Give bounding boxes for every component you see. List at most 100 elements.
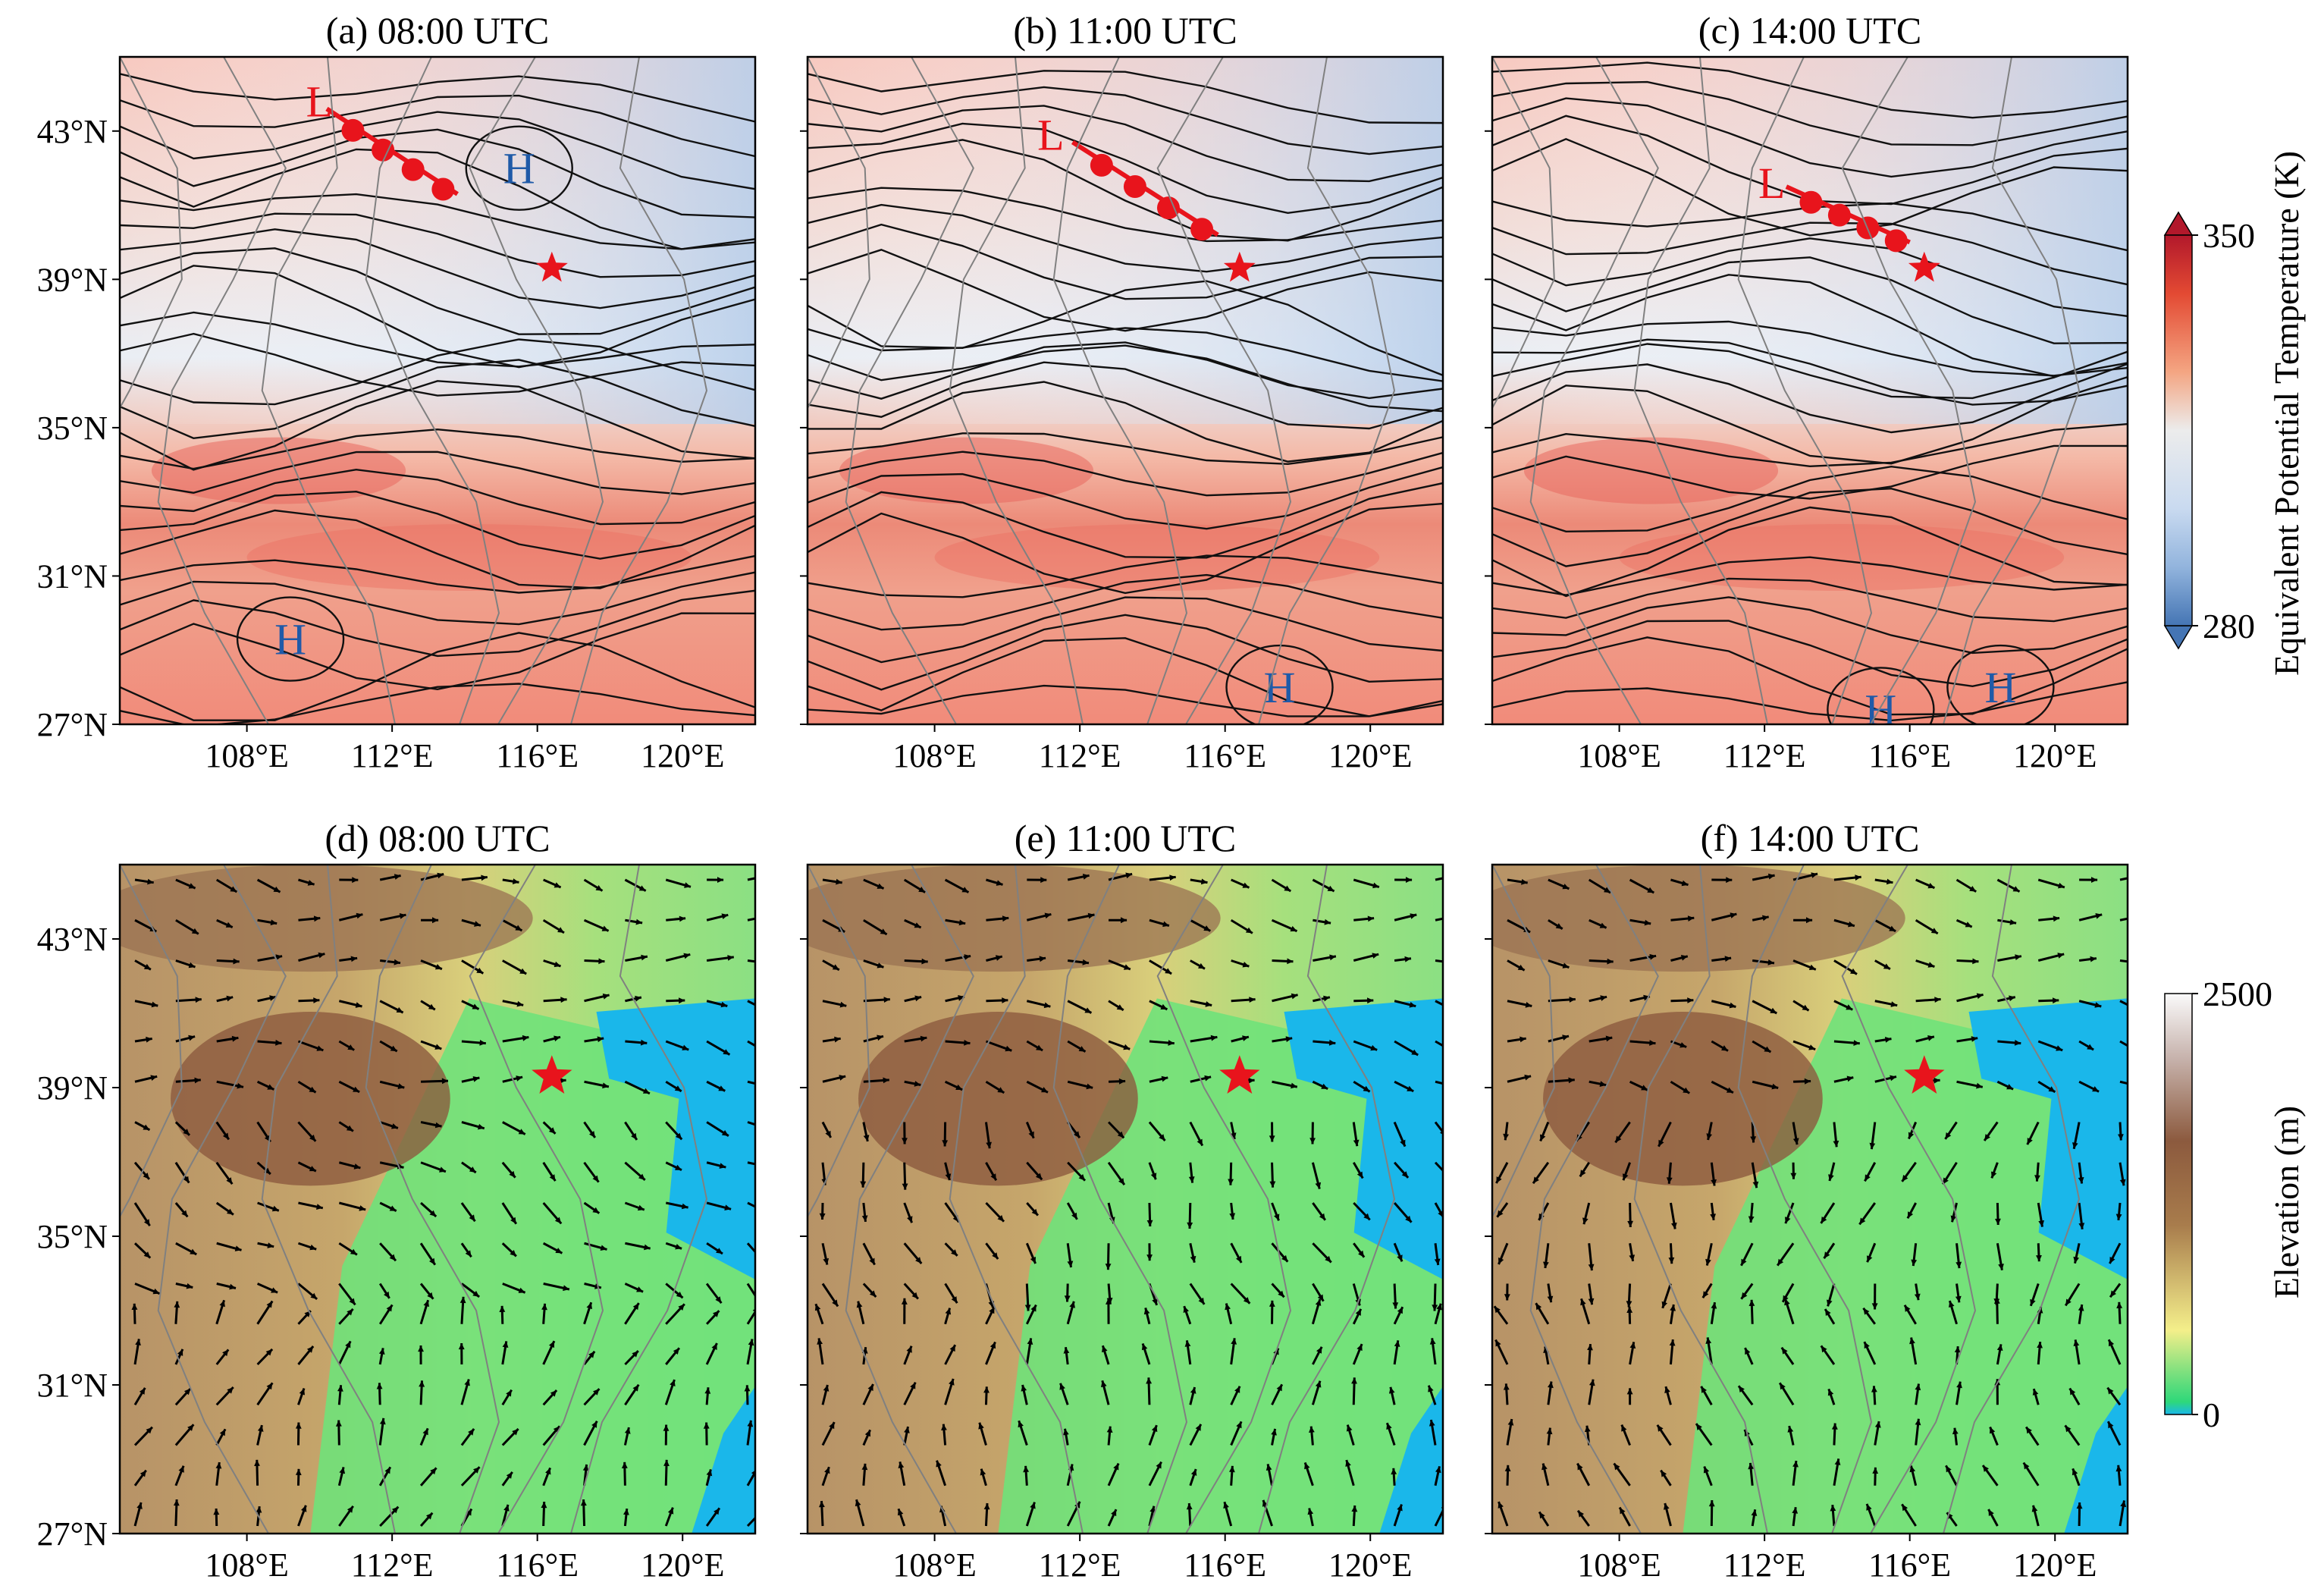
y-tick-label: 43°N (37, 113, 108, 150)
province-borders (808, 865, 1396, 1534)
high-pressure-label: H (1865, 685, 1896, 734)
y-tick-label: 31°N (37, 1367, 108, 1404)
star-icon (1908, 251, 1940, 282)
colorbar-elevation: 2500 0 Elevation (m) (2164, 975, 2306, 1434)
star-icon (535, 251, 568, 282)
panel-f: (f) 14:00 UTC 108°E 112°E 116°E 120°E (1485, 817, 2129, 1584)
wind-vectors (1493, 872, 2128, 1527)
panel-title: (e) 11:00 UTC (1015, 817, 1237, 859)
y-tick-label: 35°N (37, 1218, 108, 1255)
x-tick-label: 116°E (496, 1546, 579, 1584)
wind-vectors (131, 872, 755, 1527)
panel-frame (118, 55, 757, 726)
y-tick-label: 43°N (37, 921, 108, 958)
x-tick-label: 120°E (1328, 1546, 1412, 1584)
front-pip-icon (1827, 203, 1851, 227)
front-pip-icon (1190, 218, 1214, 241)
front-pip-icon (1123, 175, 1146, 198)
star-icon (532, 1055, 572, 1094)
province-borders (120, 865, 708, 1534)
colorbar-tick-max: 350 (2203, 216, 2255, 255)
x-tick-label: 116°E (1184, 737, 1266, 774)
x-tick-label: 120°E (641, 1546, 724, 1584)
province-borders (1492, 57, 2081, 724)
colorbar-tick-min: 0 (2203, 1396, 2220, 1434)
y-tick-label: 39°N (37, 261, 108, 298)
colorbar-bar (2164, 993, 2193, 1415)
colorbar-tick-min: 280 (2203, 607, 2255, 645)
sea-region (1968, 998, 2128, 1279)
y-tick-label: 39°N (37, 1069, 108, 1107)
panel-frame (118, 863, 757, 1535)
y-tick-label: 27°N (37, 1515, 108, 1553)
sea-region (1284, 998, 1443, 1279)
panel-title: (a) 08:00 UTC (326, 9, 549, 52)
panel-title: (b) 11:00 UTC (1013, 9, 1237, 52)
front-pip-icon (341, 118, 365, 142)
panel-title: (c) 14:00 UTC (1698, 9, 1921, 52)
y-tick-label: 35°N (37, 410, 108, 447)
star-icon (1223, 251, 1256, 282)
x-tick-label: 108°E (892, 1546, 976, 1584)
front-pip-icon (1156, 196, 1180, 220)
front-pip-icon (372, 138, 395, 162)
high-pressure-label: H (274, 615, 306, 664)
x-tick-label: 112°E (1039, 1546, 1121, 1584)
colorbar-extend-max (2163, 211, 2194, 236)
x-tick-label: 120°E (1328, 737, 1412, 774)
front-pip-icon (1884, 229, 1908, 253)
panel-frame (806, 55, 1444, 726)
province-borders (120, 57, 708, 724)
x-tick-label: 108°E (892, 737, 976, 774)
star-icon (1219, 1055, 1260, 1094)
front-pip-icon (431, 177, 455, 201)
x-tick-label: 108°E (1577, 1546, 1661, 1584)
panel-frame (806, 863, 1444, 1535)
panel-e: (e) 11:00 UTC 108°E 112°E 116°E 120°E (800, 817, 1444, 1584)
y-tick-label: 27°N (37, 706, 108, 743)
front-pip-icon (1090, 153, 1113, 177)
panel-a: L H H (a) 08:00 UTC 108°E 112°E 116°E 120°E 27°N… (37, 9, 757, 774)
colorbar-tick-max: 2500 (2203, 975, 2272, 1013)
wind-vectors (814, 872, 1443, 1527)
colorbar-label: Equivalent Potential Temperature (K) (2267, 151, 2306, 676)
province-borders (808, 57, 1396, 724)
sea-region (596, 998, 755, 1279)
x-tick-label: 108°E (205, 737, 288, 774)
colorbar-label: Elevation (m) (2267, 1106, 2306, 1298)
panel-d: (d) 08:00 UTC 108°E 112°E 116°E 120°E 27°N 31°… (37, 817, 757, 1584)
x-tick-label: 108°E (205, 1546, 288, 1584)
x-tick-label: 116°E (1868, 1546, 1951, 1584)
high-pressure-label: H (503, 144, 535, 193)
x-tick-label: 120°E (2013, 737, 2097, 774)
colorbar-extend-min (2163, 625, 2194, 650)
panel-frame (1491, 863, 2129, 1535)
panel-title: (d) 08:00 UTC (325, 817, 550, 859)
colorbar-bar (2164, 234, 2193, 626)
x-tick-label: 108°E (1577, 737, 1661, 774)
low-pressure-label: L (1037, 111, 1064, 160)
panel-frame (1491, 55, 2129, 726)
y-tick-label: 31°N (37, 557, 108, 595)
panel-c: L H H (c) 14:00 UTC 108°E 112°E 116°E 120°E (1485, 9, 2129, 774)
high-pressure-label: H (1984, 663, 2016, 712)
pressure-contours (120, 73, 755, 724)
x-tick-label: 112°E (1039, 737, 1121, 774)
low-pressure-label: L (1758, 159, 1785, 208)
x-tick-label: 120°E (641, 737, 724, 774)
front-pip-icon (1799, 190, 1823, 214)
x-tick-label: 112°E (1723, 737, 1806, 774)
pressure-contours (808, 70, 1443, 724)
x-tick-label: 120°E (2013, 1546, 2097, 1584)
panel-title: (f) 14:00 UTC (1701, 817, 1920, 859)
x-tick-label: 112°E (351, 1546, 434, 1584)
low-pressure-label: L (306, 77, 333, 127)
x-tick-label: 116°E (1868, 737, 1951, 774)
star-icon (1904, 1055, 1945, 1094)
x-tick-label: 116°E (1184, 1546, 1266, 1584)
x-tick-label: 112°E (1723, 1546, 1806, 1584)
x-tick-label: 116°E (496, 737, 579, 774)
x-tick-label: 112°E (351, 737, 434, 774)
